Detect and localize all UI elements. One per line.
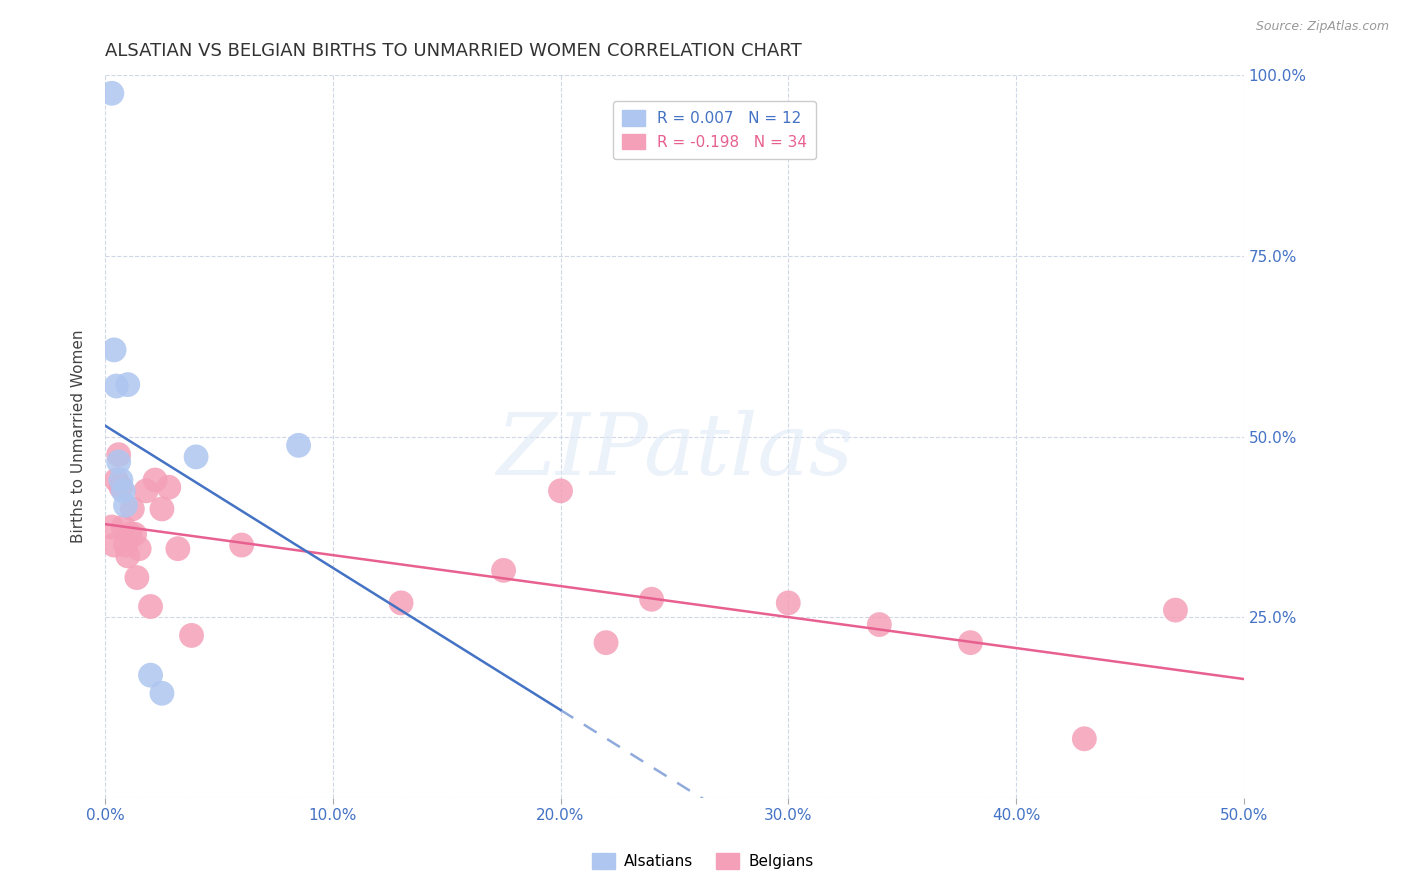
Point xyxy=(595,635,617,649)
Legend: R = 0.007   N = 12, R = -0.198   N = 34: R = 0.007 N = 12, R = -0.198 N = 34 xyxy=(613,101,815,159)
Point xyxy=(125,571,148,585)
Point xyxy=(117,377,139,392)
Y-axis label: Births to Unmarried Women: Births to Unmarried Women xyxy=(72,330,86,543)
Point xyxy=(150,502,173,516)
Point xyxy=(640,592,662,607)
Point xyxy=(112,520,135,534)
Point xyxy=(121,502,143,516)
Point xyxy=(107,455,129,469)
Point xyxy=(180,628,202,642)
Point xyxy=(110,480,132,494)
Point xyxy=(114,498,136,512)
Point xyxy=(107,448,129,462)
Point xyxy=(143,473,166,487)
Point xyxy=(492,563,515,577)
Point xyxy=(117,549,139,563)
Point xyxy=(139,668,162,682)
Point xyxy=(105,473,128,487)
Point xyxy=(128,541,150,556)
Legend: Alsatians, Belgians: Alsatians, Belgians xyxy=(586,847,820,875)
Text: ZIPatlas: ZIPatlas xyxy=(496,409,853,492)
Point xyxy=(778,596,800,610)
Point xyxy=(114,538,136,552)
Point xyxy=(1164,603,1187,617)
Point xyxy=(103,538,125,552)
Point xyxy=(550,483,572,498)
Point xyxy=(868,617,890,632)
Point xyxy=(167,541,190,556)
Point xyxy=(959,635,981,649)
Point xyxy=(101,87,124,101)
Point xyxy=(103,343,125,357)
Point xyxy=(184,450,207,464)
Point xyxy=(112,483,135,498)
Point xyxy=(287,438,309,452)
Point xyxy=(157,480,180,494)
Point xyxy=(135,483,157,498)
Point xyxy=(150,686,173,700)
Point xyxy=(110,473,132,487)
Text: ALSATIAN VS BELGIAN BIRTHS TO UNMARRIED WOMEN CORRELATION CHART: ALSATIAN VS BELGIAN BIRTHS TO UNMARRIED … xyxy=(105,42,801,60)
Point xyxy=(389,596,412,610)
Text: Source: ZipAtlas.com: Source: ZipAtlas.com xyxy=(1256,20,1389,33)
Point xyxy=(231,538,253,552)
Point xyxy=(105,379,128,393)
Point xyxy=(1073,731,1095,746)
Point xyxy=(101,520,124,534)
Point xyxy=(124,527,146,541)
Point xyxy=(118,527,141,541)
Point xyxy=(139,599,162,614)
